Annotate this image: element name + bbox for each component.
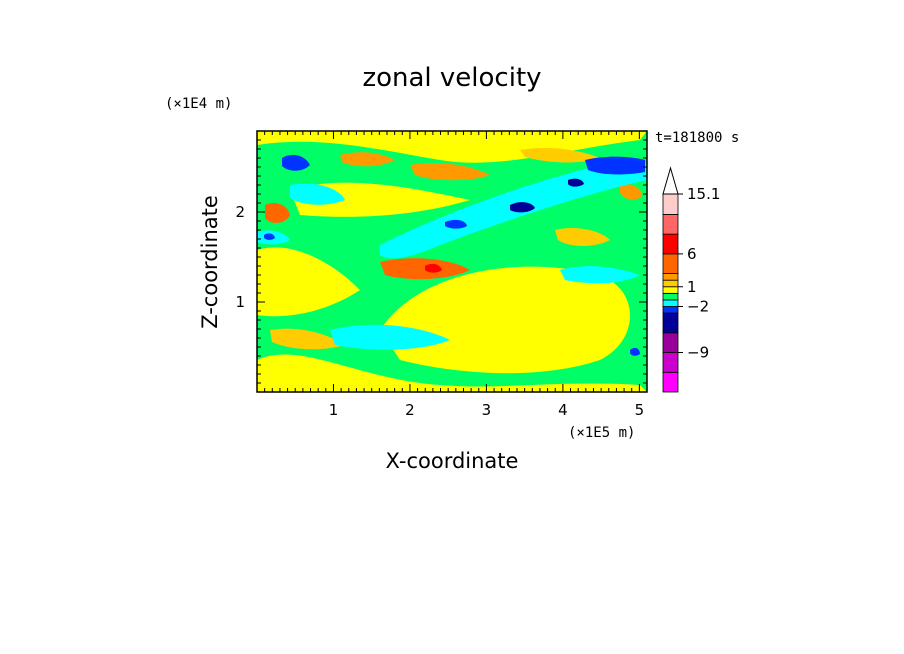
colorbar-segment	[662, 371, 679, 393]
colorbar-label: 15.1	[687, 185, 720, 203]
time-label: t=181800 s	[655, 130, 739, 146]
colorbar-segment	[662, 352, 679, 373]
colorbar-segment	[662, 273, 679, 281]
colorbar-segment	[662, 233, 679, 255]
colorbar-label: 1	[687, 278, 697, 296]
field-region-blue-3	[510, 202, 535, 213]
x-tick-label: 5	[635, 401, 645, 419]
velocity-field	[257, 131, 647, 392]
colorbar-segment	[662, 279, 679, 288]
field-region-orange-2	[340, 152, 395, 167]
x-tick-label: 4	[558, 401, 568, 419]
y-tick-label: 2	[235, 203, 245, 221]
field-region-orange-6	[620, 184, 642, 200]
field-region-blue-4	[445, 219, 467, 229]
colorbar-label: −2	[687, 297, 709, 315]
field-region-yellow-top	[257, 131, 647, 163]
x-unit-label: (×1E5 m)	[568, 425, 635, 441]
colorbar-segment	[662, 286, 679, 294]
field-region-blue-1	[282, 154, 310, 171]
field-region-orange-5	[555, 228, 610, 246]
field-region-cyan-4	[560, 266, 640, 284]
plot-area	[257, 131, 647, 392]
field-region-yellow-left	[257, 247, 360, 317]
field-region-blue-6	[264, 233, 275, 240]
y-axis-label: Z-coordinate	[198, 195, 222, 329]
colorbar-segment	[662, 306, 679, 314]
field-region-yellow-bottom	[257, 354, 647, 392]
y-tick-label: 1	[235, 293, 245, 311]
field-region-yellow-center	[380, 266, 630, 374]
x-tick-label: 1	[329, 401, 339, 419]
y-ticks: 12	[235, 139, 647, 384]
colorbar-segment	[662, 213, 679, 235]
field-region-orange-3	[410, 163, 490, 181]
y-unit-label: (×1E4 m)	[165, 96, 232, 112]
field-region-cyan-2	[290, 183, 345, 205]
colorbar-extend-arrow	[662, 166, 679, 195]
field-region-blue-7	[630, 347, 640, 356]
field-region-orange-7	[270, 328, 345, 350]
colorbar-label: 6	[687, 245, 697, 263]
x-ticks: 1 2 3 4 5	[264, 131, 648, 419]
x-tick-label: 3	[482, 401, 492, 419]
field-region-blue-5	[568, 178, 584, 187]
field-region-red-1	[425, 263, 442, 273]
colorbar-segment	[662, 193, 679, 215]
colorbar-segment	[662, 312, 679, 334]
x-axis-label: X-coordinate	[386, 449, 519, 473]
field-region-orange-8	[520, 147, 600, 163]
colorbar-segment	[662, 299, 679, 307]
colorbar: 15.1 6 1−2 −9	[662, 166, 720, 393]
field-region-cyan-3	[330, 324, 450, 350]
x-tick-label: 2	[405, 401, 415, 419]
plot-frame	[256, 130, 648, 393]
colorbar-segment	[662, 292, 679, 301]
field-region-blue-2	[585, 156, 645, 175]
chart-title: zonal velocity	[362, 63, 541, 93]
colorbar-segment	[662, 332, 679, 353]
colorbar-label: −9	[687, 344, 709, 362]
field-region-orange-4	[265, 203, 290, 223]
colorbar-segment	[662, 253, 679, 274]
